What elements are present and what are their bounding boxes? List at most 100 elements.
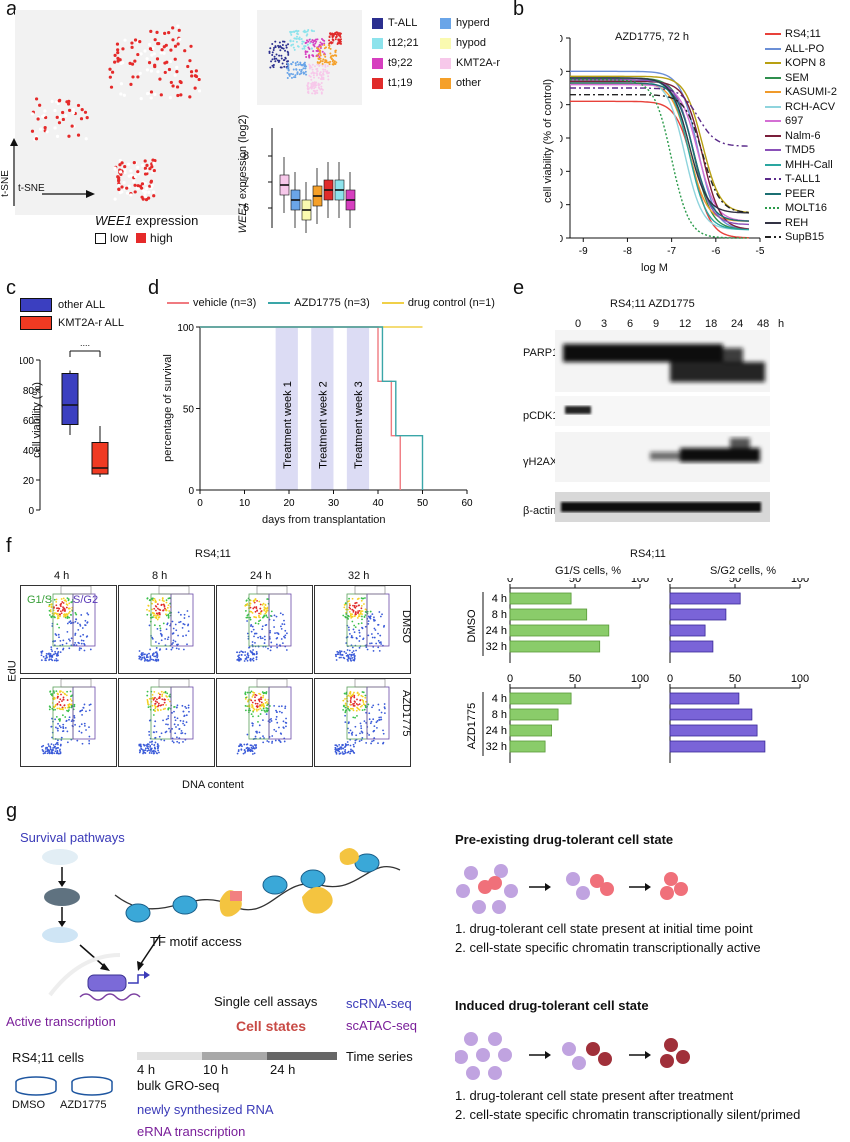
- tsne-point: [153, 38, 157, 42]
- dose-legend-label: Nalm-6: [785, 129, 821, 142]
- subtype-point: [326, 72, 329, 75]
- subtype-legend-item: T-ALL: [372, 17, 440, 29]
- tsne-point: [189, 44, 193, 48]
- tsne-point: [145, 68, 150, 72]
- tsne-point: [65, 100, 69, 104]
- subtype-point: [271, 58, 274, 61]
- bar-tick: 50: [729, 578, 741, 585]
- subtype-point: [316, 61, 319, 64]
- tsne-point: [152, 52, 156, 56]
- subtype-point: [305, 73, 308, 76]
- subtype-point: [279, 49, 282, 52]
- subtype-point: [320, 38, 323, 41]
- tsne-point: [159, 93, 163, 97]
- tsne-point: [85, 116, 89, 120]
- subtype-point: [303, 65, 306, 68]
- subtype-point: [318, 64, 321, 67]
- legend-label: t1;19: [388, 77, 413, 89]
- subtype-point: [319, 44, 322, 47]
- subtype-point: [331, 32, 334, 35]
- subtype-point: [310, 82, 313, 85]
- subtype-point: [301, 64, 304, 67]
- subtype-point: [287, 43, 290, 46]
- tsne-point: [190, 74, 194, 78]
- subtype-point: [292, 30, 295, 33]
- tsne-point: [143, 159, 147, 163]
- legend-low-label: low: [110, 231, 129, 245]
- subtype-point: [277, 60, 280, 63]
- dose-curve: [570, 79, 750, 231]
- subtype-point: [316, 70, 319, 73]
- dose-legend-item: RCH-ACV: [765, 100, 850, 115]
- subtype-point: [334, 51, 337, 54]
- subtype-point: [326, 70, 329, 73]
- tsne-point: [133, 59, 137, 63]
- panel-label-c: c: [6, 277, 16, 299]
- tsne-point: [118, 191, 122, 195]
- legend-kmt2a-swatch: [20, 316, 52, 330]
- subtype-point: [311, 68, 314, 71]
- subtype-point: [274, 60, 277, 63]
- tsne-point: [168, 96, 172, 100]
- tsne-point: [139, 97, 143, 101]
- subtype-point: [306, 39, 309, 42]
- d-legend-swatch: [268, 302, 291, 304]
- subtype-point: [310, 78, 313, 81]
- cell-cycle-bar: [509, 740, 546, 753]
- legend-swatch: [440, 57, 451, 69]
- tsne-point: [156, 41, 160, 46]
- dose-ytick: 20: [560, 201, 563, 212]
- subtype-point: [302, 67, 305, 70]
- subtype-point: [303, 61, 306, 64]
- subtype-point: [312, 50, 315, 53]
- blot-hour: 3: [601, 318, 608, 330]
- d-xtick: 50: [417, 498, 429, 509]
- subtype-point: [335, 36, 338, 39]
- flow-cytometry-grid: G1/S S/G2: [20, 585, 412, 767]
- subtype-point: [287, 62, 290, 65]
- blot-hour: 12: [679, 318, 692, 330]
- bar-time-label: 24 h: [486, 725, 507, 737]
- blot-label-actin: β-actin: [523, 505, 557, 517]
- subtype-point: [328, 46, 331, 49]
- subtype-point: [318, 45, 321, 48]
- tsne-point: [144, 186, 149, 191]
- tsne-point: [168, 59, 173, 64]
- tsne-point: [57, 99, 61, 103]
- flow-time: 24 h: [250, 570, 272, 582]
- legend-other-swatch: [20, 298, 52, 312]
- tsne-point: [123, 170, 127, 175]
- subtype-point: [323, 53, 326, 56]
- dose-xlabel: log M: [641, 262, 668, 274]
- survival-pathways-label: Survival pathways: [20, 830, 125, 845]
- subtype-point: [321, 50, 324, 53]
- dose-legend-label: SEM: [785, 71, 809, 84]
- flow-row-dmso: DMSO: [400, 610, 412, 643]
- cell-cycle-bar: [669, 724, 758, 737]
- cell-cycle-bar: [509, 624, 610, 637]
- subtype-point: [312, 41, 315, 44]
- subtype-point: [305, 34, 308, 37]
- subtype-point: [310, 40, 313, 43]
- tsne-point: [133, 190, 137, 194]
- flow-plot: [314, 678, 411, 767]
- subtype-point: [303, 72, 306, 75]
- tsne-subtype-plot: [257, 10, 362, 105]
- subtype-point: [306, 43, 309, 46]
- subtype-point: [322, 73, 325, 76]
- dose-legend-item: MHH-Call: [765, 158, 850, 173]
- tsne-point: [58, 115, 62, 119]
- d-xtick: 40: [372, 498, 384, 509]
- subtype-point: [337, 33, 340, 36]
- tsne-point: [70, 124, 74, 128]
- subtype-point: [287, 53, 290, 56]
- panel-label-a: a: [6, 0, 18, 20]
- flow-ylabel: EdU: [6, 660, 19, 682]
- subtype-point: [298, 68, 301, 71]
- single-cell-label: Single cell assays: [214, 994, 318, 1009]
- bar-tick: 0: [507, 673, 513, 685]
- boxplot-ylabel: WEE1 expression (log2): [237, 114, 249, 234]
- subtype-point: [271, 53, 274, 56]
- legend-label: T-ALL: [388, 17, 418, 29]
- mechanism-diagram: [20, 845, 440, 1035]
